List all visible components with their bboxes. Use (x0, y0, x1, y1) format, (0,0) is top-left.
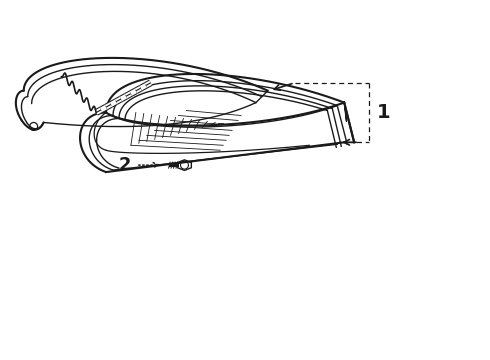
Text: 1: 1 (377, 103, 391, 122)
Text: 2: 2 (119, 156, 131, 174)
